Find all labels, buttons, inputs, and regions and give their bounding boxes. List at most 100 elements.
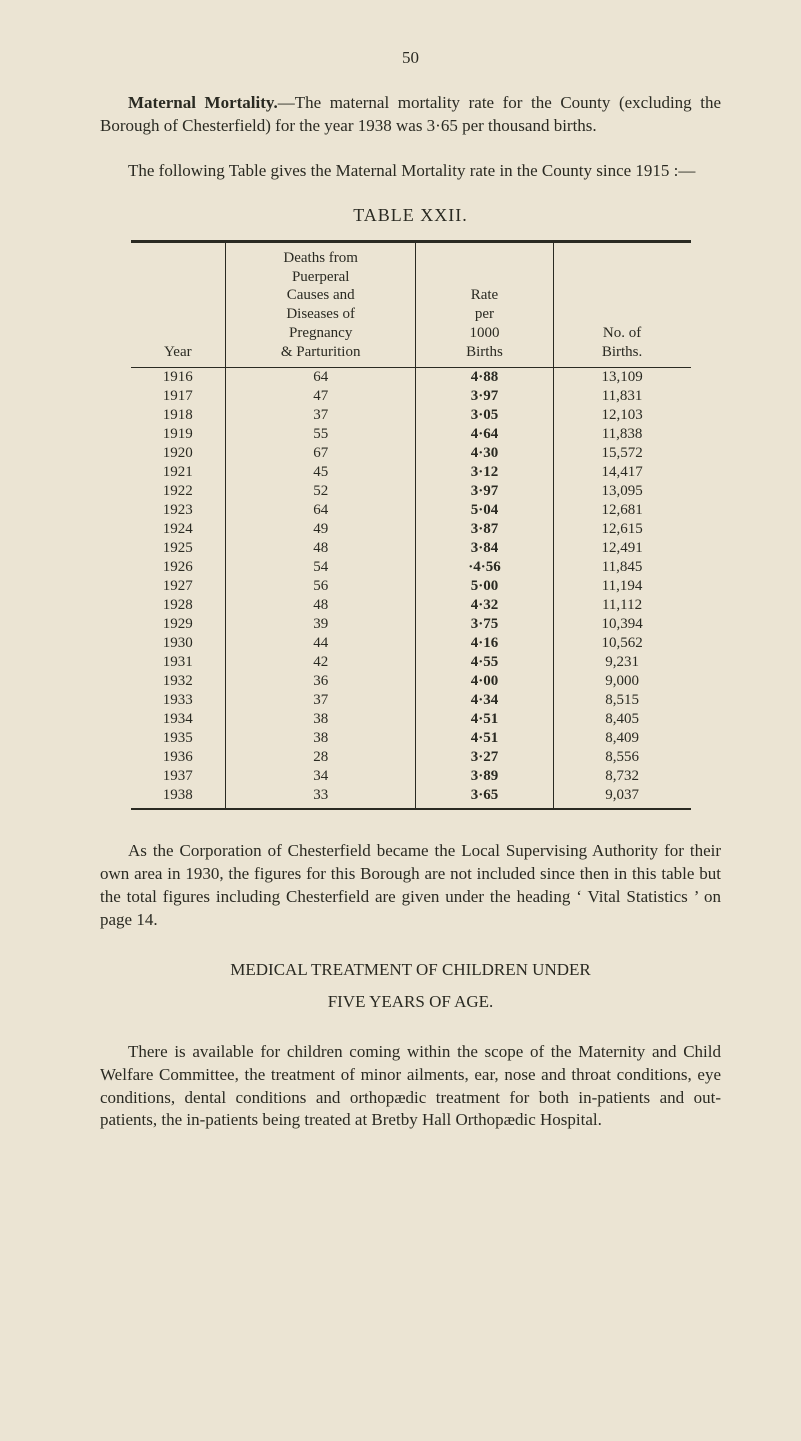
table-cell: 11,831	[553, 387, 690, 406]
table-cell: 11,194	[553, 577, 690, 596]
table-cell: 1936	[131, 748, 226, 767]
table-cell: 1921	[131, 463, 226, 482]
table-header-row: YearDeaths fromPuerperalCauses andDiseas…	[131, 242, 691, 368]
table-row: 1937343·898,732	[131, 767, 691, 786]
table-cell: ·4·56	[416, 558, 553, 577]
table-cell: 8,732	[553, 767, 690, 786]
table-cell: 36	[226, 672, 416, 691]
table-cell: 4·51	[416, 729, 553, 748]
table-cell: 38	[226, 729, 416, 748]
table-row: 1928484·3211,112	[131, 596, 691, 615]
table-cell: 1926	[131, 558, 226, 577]
table-cell: 1924	[131, 520, 226, 539]
table-cell: 4·32	[416, 596, 553, 615]
table-cell: 3·65	[416, 786, 553, 809]
table-cell: 1935	[131, 729, 226, 748]
table-row: 1934384·518,405	[131, 710, 691, 729]
table-header-cell: Year	[131, 242, 226, 368]
table-cell: 28	[226, 748, 416, 767]
table-cell: 9,000	[553, 672, 690, 691]
table-cell: 10,562	[553, 634, 690, 653]
table-cell: 52	[226, 482, 416, 501]
table-row: 1931424·559,231	[131, 653, 691, 672]
para-maternal-mortality: Maternal Mortality.—The maternal mortali…	[100, 92, 721, 138]
table-cell: 9,231	[553, 653, 690, 672]
table-cell: 3·97	[416, 482, 553, 501]
table-cell: 38	[226, 710, 416, 729]
table-cell: 3·05	[416, 406, 553, 425]
table-head: YearDeaths fromPuerperalCauses andDiseas…	[131, 241, 691, 368]
table-header-cell: Deaths fromPuerperalCauses andDiseases o…	[226, 242, 416, 368]
section-heading: MEDICAL TREATMENT OF CHILDREN UNDER FIVE…	[100, 954, 721, 1019]
page-number: 50	[100, 48, 721, 68]
table-cell: 4·51	[416, 710, 553, 729]
table-cell: 1917	[131, 387, 226, 406]
table-cell: 1937	[131, 767, 226, 786]
table-cell: 4·88	[416, 368, 553, 388]
table-cell: 11,112	[553, 596, 690, 615]
table-cell: 1919	[131, 425, 226, 444]
table-cell: 1931	[131, 653, 226, 672]
table-header-cell: No. ofBirths.	[553, 242, 690, 368]
table-cell: 3·89	[416, 767, 553, 786]
table-cell: 4·00	[416, 672, 553, 691]
table-cell: 12,681	[553, 501, 690, 520]
table-cell: 47	[226, 387, 416, 406]
table-cell: 56	[226, 577, 416, 596]
section-heading-line2: FIVE YEARS OF AGE.	[100, 986, 721, 1018]
table-row: 1916644·8813,109	[131, 368, 691, 388]
table-row: 1918373·0512,103	[131, 406, 691, 425]
table-cell: 64	[226, 501, 416, 520]
table-cell: 1933	[131, 691, 226, 710]
table-cell: 5·00	[416, 577, 553, 596]
table-cell: 1925	[131, 539, 226, 558]
page: 50 Maternal Mortality.—The maternal mort…	[0, 0, 801, 1441]
table-cell: 5·04	[416, 501, 553, 520]
table-cell: 12,103	[553, 406, 690, 425]
para-corporation: As the Corporation of Chesterfield becam…	[100, 840, 721, 932]
table-cell: 3·84	[416, 539, 553, 558]
table-cell: 9,037	[553, 786, 690, 809]
table-cell: 39	[226, 615, 416, 634]
maternal-mortality-table: YearDeaths fromPuerperalCauses andDiseas…	[131, 240, 691, 811]
table-row: 1929393·7510,394	[131, 615, 691, 634]
table-cell: 3·97	[416, 387, 553, 406]
table-row: 1938333·659,037	[131, 786, 691, 809]
table-row: 1932364·009,000	[131, 672, 691, 691]
para-lead: Maternal Mortality.	[128, 93, 278, 112]
table-cell: 3·75	[416, 615, 553, 634]
table-cell: 1920	[131, 444, 226, 463]
table-cell: 37	[226, 406, 416, 425]
para-children-treatment: There is available for children coming w…	[100, 1041, 721, 1133]
table-cell: 42	[226, 653, 416, 672]
table-cell: 67	[226, 444, 416, 463]
table-row: 1923645·0412,681	[131, 501, 691, 520]
table-cell: 48	[226, 539, 416, 558]
table-cell: 44	[226, 634, 416, 653]
table-cell: 3·87	[416, 520, 553, 539]
table-cell: 12,615	[553, 520, 690, 539]
table-cell: 1927	[131, 577, 226, 596]
table-cell: 1938	[131, 786, 226, 809]
table-header-cell: Rateper1000Births	[416, 242, 553, 368]
table-cell: 1923	[131, 501, 226, 520]
table-cell: 4·55	[416, 653, 553, 672]
table-cell: 33	[226, 786, 416, 809]
table-cell: 1922	[131, 482, 226, 501]
table-row: 1927565·0011,194	[131, 577, 691, 596]
table-cell: 13,109	[553, 368, 690, 388]
table-cell: 4·16	[416, 634, 553, 653]
table-row: 192654·4·5611,845	[131, 558, 691, 577]
table-cell: 49	[226, 520, 416, 539]
table-cell: 8,515	[553, 691, 690, 710]
table-row: 1921453·1214,417	[131, 463, 691, 482]
table-cell: 4·30	[416, 444, 553, 463]
table-row: 1924493·8712,615	[131, 520, 691, 539]
table-cell: 48	[226, 596, 416, 615]
table-cell: 3·27	[416, 748, 553, 767]
para-table-intro: The following Table gives the Maternal M…	[100, 160, 721, 183]
table-row: 1917473·9711,831	[131, 387, 691, 406]
table-row: 1925483·8412,491	[131, 539, 691, 558]
table-title: TABLE XXII.	[100, 205, 721, 226]
table-cell: 1916	[131, 368, 226, 388]
